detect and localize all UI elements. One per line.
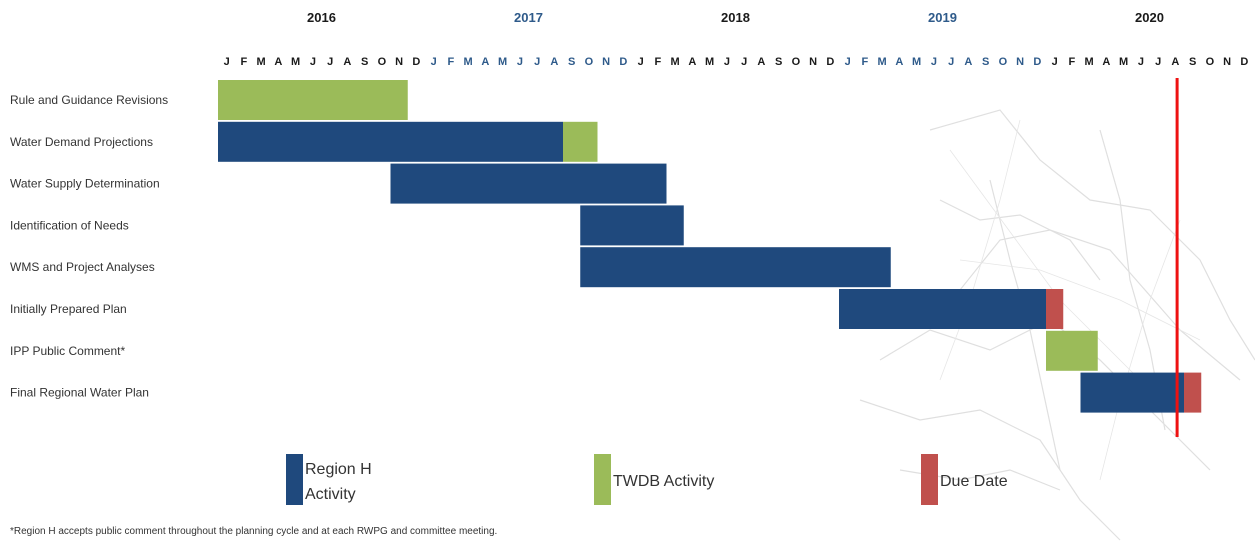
month-tick-label: D (412, 56, 420, 68)
legend: Region H Activity TWDB Activity Due Date (286, 454, 1008, 505)
year-label-2016: 2016 (307, 10, 336, 25)
gantt-bar-twdb-activity (218, 80, 408, 120)
month-tick-label: M (878, 56, 887, 68)
month-tick-label: D (619, 56, 627, 68)
task-label: Rule and Guidance Revisions (10, 93, 168, 107)
month-tick-label: F (241, 56, 248, 68)
year-label-2018: 2018 (721, 10, 750, 25)
month-tick-label: A (964, 56, 972, 68)
footnote: *Region H accepts public comment through… (10, 526, 498, 537)
month-tick-label: M (257, 56, 266, 68)
month-tick-label: A (1171, 56, 1179, 68)
gantt-bars (218, 80, 1202, 413)
year-labels: 2016 2017 2018 2019 2020 (307, 10, 1164, 25)
task-label: Identification of Needs (10, 218, 129, 232)
month-tick-label: J (517, 56, 523, 68)
month-tick-label: J (931, 56, 937, 68)
legend-swatch-due-date (921, 454, 938, 505)
month-tick-label: M (464, 56, 473, 68)
legend-label: TWDB Activity (613, 473, 714, 490)
month-tick-label: J (741, 56, 747, 68)
month-tick-label: F (448, 56, 455, 68)
legend-swatch-region-activity (286, 454, 303, 505)
month-tick-label: O (1206, 56, 1215, 68)
month-tick-label: M (671, 56, 680, 68)
legend-label: Due Date (940, 473, 1008, 490)
month-tick-label: O (999, 56, 1008, 68)
month-tick-label: A (1102, 56, 1110, 68)
month-tick-label: S (1189, 56, 1196, 68)
month-tick-label: M (498, 56, 507, 68)
task-label: Water Demand Projections (10, 135, 153, 149)
month-tick-label: S (775, 56, 782, 68)
month-tick-label: M (1085, 56, 1094, 68)
month-tick-label: S (568, 56, 575, 68)
legend-label: Region H (305, 461, 372, 478)
month-tick-label: J (224, 56, 230, 68)
gantt-bar-region-activity (390, 163, 667, 204)
month-tick-label: M (1119, 56, 1128, 68)
task-label: Water Supply Determination (10, 177, 160, 191)
month-tick-label: F (1069, 56, 1076, 68)
month-tick-label: A (757, 56, 765, 68)
month-tick-label: N (809, 56, 817, 68)
month-tick-label: M (912, 56, 921, 68)
month-tick-label: F (655, 56, 662, 68)
gantt-bar-region-activity (580, 247, 891, 288)
month-tick-label: S (982, 56, 989, 68)
task-label: Final Regional Water Plan (10, 386, 149, 400)
gantt-bar-region-activity (839, 289, 1046, 329)
month-tick-label: J (1138, 56, 1144, 68)
month-tick-label: A (343, 56, 351, 68)
month-tick-label: A (895, 56, 903, 68)
gantt-bar-twdb-activity (563, 121, 598, 162)
month-tick-label: J (638, 56, 644, 68)
month-tick-label: N (1016, 56, 1024, 68)
gantt-bar-region-activity (580, 205, 684, 246)
month-tick-label: J (1052, 56, 1058, 68)
month-tick-label: A (481, 56, 489, 68)
month-tick-label: J (327, 56, 333, 68)
gantt-bar-due-date (1184, 372, 1202, 413)
month-tick-label: J (310, 56, 316, 68)
month-tick-label: D (826, 56, 834, 68)
month-tick-label: D (1033, 56, 1041, 68)
legend-swatch-twdb-activity (594, 454, 611, 505)
month-tick-label: M (291, 56, 300, 68)
month-tick-label: D (1240, 56, 1248, 68)
month-tick-label: O (585, 56, 594, 68)
month-tick-label: A (550, 56, 558, 68)
legend-label-continued: Activity (305, 486, 356, 503)
year-label-2020: 2020 (1135, 10, 1164, 25)
gantt-bar-due-date (1046, 289, 1064, 329)
gantt-bar-region-activity (1080, 372, 1184, 413)
month-tick-label: O (792, 56, 801, 68)
month-tick-label: M (705, 56, 714, 68)
task-label: IPP Public Comment* (10, 344, 125, 358)
year-label-2017: 2017 (514, 10, 543, 25)
month-tick-label: N (1223, 56, 1231, 68)
month-tick-label: J (534, 56, 540, 68)
month-tick-label: J (948, 56, 954, 68)
month-tick-label: J (845, 56, 851, 68)
task-label: WMS and Project Analyses (10, 260, 155, 274)
month-tick-label: A (688, 56, 696, 68)
month-tick-label: O (378, 56, 387, 68)
month-tick-label: J (431, 56, 437, 68)
month-tick-label: J (1155, 56, 1161, 68)
month-tick-label: N (395, 56, 403, 68)
month-tick-label: N (602, 56, 610, 68)
month-tick-label: J (724, 56, 730, 68)
gantt-bar-region-activity (218, 121, 563, 162)
month-tick-label: F (862, 56, 869, 68)
month-tick-label: A (274, 56, 282, 68)
task-label: Initially Prepared Plan (10, 302, 127, 316)
year-label-2019: 2019 (928, 10, 957, 25)
gantt-bar-twdb-activity (1046, 330, 1098, 371)
month-tick-label: S (361, 56, 368, 68)
task-labels: Rule and Guidance Revisions Water Demand … (10, 93, 168, 400)
